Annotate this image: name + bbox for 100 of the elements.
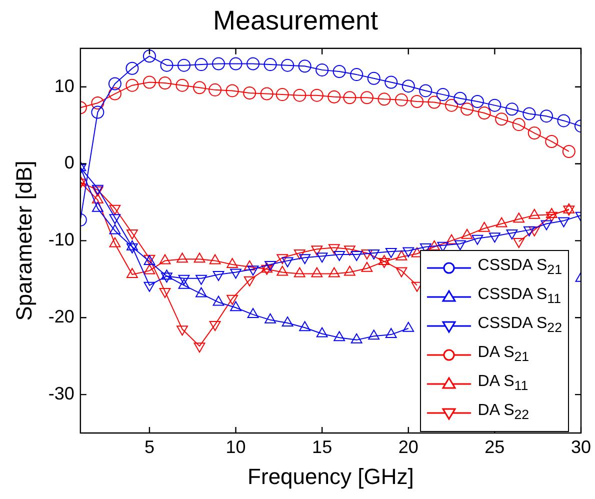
point	[513, 212, 525, 223]
y-tick-label: 0	[64, 152, 74, 173]
point	[92, 202, 104, 212]
point	[360, 91, 374, 104]
point	[92, 193, 104, 204]
point	[109, 224, 121, 234]
x-tick-label: 25	[484, 436, 505, 457]
point	[470, 94, 484, 108]
point	[230, 301, 242, 312]
point	[334, 331, 346, 342]
legend-label: DA S$_{11}$	[478, 373, 528, 394]
point	[293, 88, 306, 102]
x-tick-label: 10	[226, 436, 246, 457]
point	[194, 58, 208, 72]
point	[246, 57, 260, 70]
point	[160, 58, 174, 72]
point	[91, 96, 104, 110]
chart-title: Measurement	[212, 6, 379, 36]
point	[108, 77, 122, 90]
y-tick-label: -30	[48, 384, 74, 404]
point	[282, 316, 294, 327]
point	[522, 107, 536, 120]
x-tick-label: 20	[398, 436, 418, 457]
point	[159, 254, 171, 264]
point	[158, 76, 172, 90]
point	[193, 81, 206, 94]
legend-label: CSSDA S$_{11}$	[478, 286, 561, 307]
point	[512, 118, 526, 132]
point	[505, 102, 518, 116]
point	[226, 258, 238, 268]
point	[177, 58, 190, 72]
point	[126, 78, 139, 92]
point	[545, 134, 558, 148]
point	[562, 144, 576, 158]
point	[402, 322, 414, 332]
point	[488, 98, 502, 112]
point	[419, 84, 432, 98]
point	[299, 321, 311, 332]
point	[540, 110, 553, 123]
point	[247, 308, 259, 318]
point	[260, 87, 274, 100]
point	[276, 88, 289, 102]
point	[244, 260, 256, 270]
point	[528, 126, 541, 140]
point	[126, 62, 139, 75]
point	[378, 92, 391, 106]
point	[212, 57, 226, 70]
point	[316, 327, 328, 338]
y-tick-label: -10	[48, 230, 74, 250]
y-tick-label: 10	[54, 76, 74, 96]
point	[208, 83, 222, 96]
point	[196, 287, 207, 298]
point	[454, 92, 467, 105]
point	[194, 252, 206, 263]
point	[344, 266, 356, 276]
point	[368, 330, 380, 340]
point	[394, 93, 408, 106]
point	[445, 98, 458, 112]
point	[126, 240, 138, 250]
point	[142, 76, 156, 89]
point	[316, 63, 329, 76]
x-axis-title: Frequency [GHz]	[248, 464, 414, 489]
point	[212, 296, 224, 306]
point	[161, 270, 172, 280]
point	[108, 87, 122, 100]
point	[436, 88, 450, 102]
point	[385, 328, 397, 338]
point	[378, 254, 390, 265]
point	[142, 50, 156, 63]
point	[384, 76, 398, 89]
point	[281, 58, 294, 72]
point	[311, 267, 323, 278]
point	[176, 78, 189, 92]
x-tick-label: 30	[570, 436, 592, 457]
point	[276, 266, 288, 276]
point	[243, 86, 256, 100]
point	[528, 208, 540, 219]
point	[478, 106, 491, 120]
point	[126, 268, 138, 278]
legend-label: CSSDA S$_{21}$	[478, 257, 562, 278]
point	[428, 240, 440, 250]
point	[402, 80, 415, 93]
y-tick-label: -20	[48, 306, 74, 327]
point	[461, 228, 473, 239]
x-tick-label: 15	[312, 436, 332, 457]
point	[496, 217, 508, 228]
legend-label: DA S$_{22}$	[478, 402, 530, 423]
point	[264, 313, 276, 324]
point	[350, 68, 364, 82]
point	[298, 60, 312, 73]
point	[478, 222, 490, 232]
point	[557, 114, 570, 128]
point	[410, 94, 424, 108]
legend-label: DA S$_{21}$	[478, 344, 530, 365]
point	[229, 57, 242, 70]
point	[310, 88, 324, 102]
point	[328, 267, 340, 278]
point	[176, 252, 188, 263]
point	[332, 64, 346, 78]
point	[546, 208, 558, 218]
